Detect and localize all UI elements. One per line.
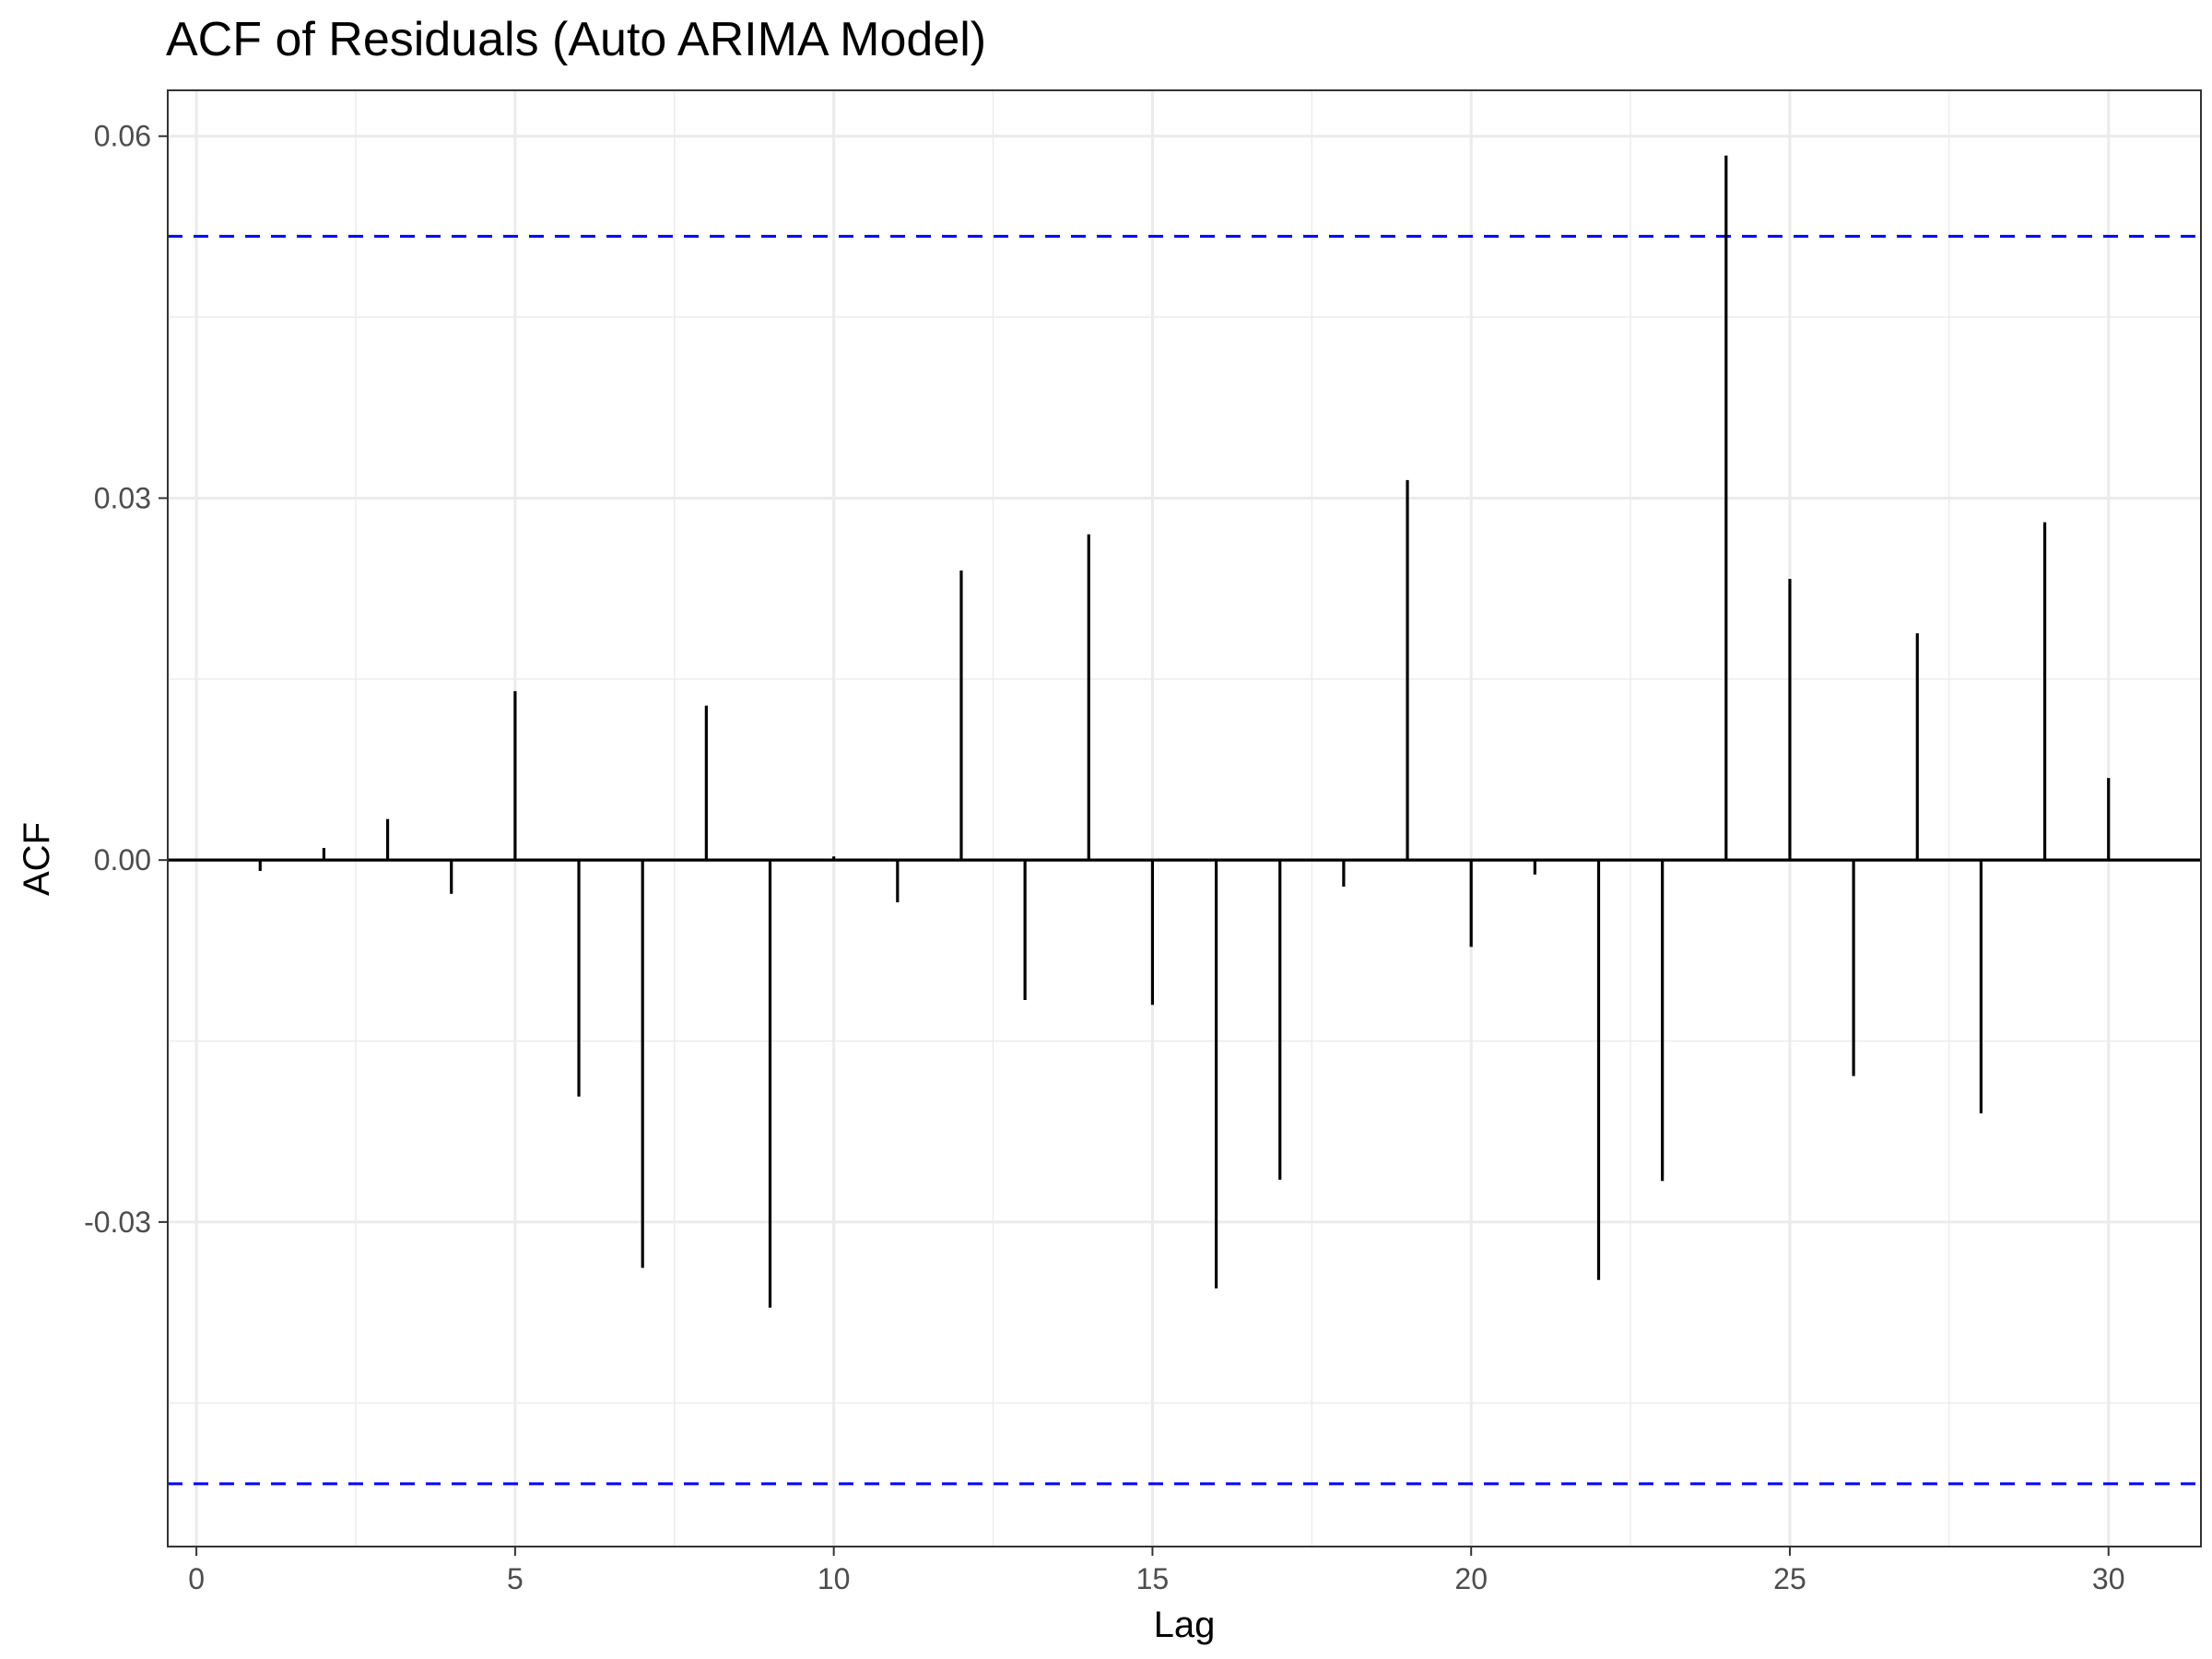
y-axis-title: ACF <box>17 822 57 896</box>
chart-title: ACF of Residuals (Auto ARIMA Model) <box>166 13 986 66</box>
y-tick-label: 0.06 <box>94 120 151 153</box>
x-tick-label: 15 <box>1136 1562 1170 1595</box>
y-tick-label: -0.03 <box>84 1206 151 1239</box>
acf-bars <box>168 155 2201 1308</box>
x-axis-title: Lag <box>1154 1605 1216 1645</box>
x-tick-label: 30 <box>2092 1562 2125 1595</box>
axes: 0 5 10 15 20 25 30 0.06 0.03 0.00 -0.03 <box>84 89 2202 1595</box>
x-tick-label: 5 <box>507 1562 524 1595</box>
x-tick-label: 10 <box>818 1562 851 1595</box>
grid <box>168 90 2201 1547</box>
y-tick-label: 0.03 <box>94 481 151 514</box>
panel-border <box>167 89 2202 1547</box>
x-tick-label: 0 <box>188 1562 205 1595</box>
x-tick-label: 25 <box>1773 1562 1806 1595</box>
y-tick-label: 0.00 <box>94 843 151 877</box>
x-tick-label: 20 <box>1454 1562 1488 1595</box>
confidence-bounds <box>168 234 2201 1486</box>
